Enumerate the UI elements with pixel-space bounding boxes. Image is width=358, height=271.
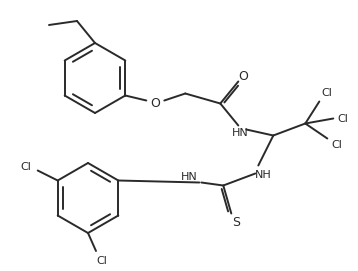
Text: HN: HN [181, 172, 198, 182]
Text: Cl: Cl [322, 89, 333, 98]
Text: S: S [232, 216, 240, 229]
Text: Cl: Cl [20, 162, 31, 172]
Text: NH: NH [255, 170, 272, 180]
Text: O: O [150, 97, 160, 110]
Text: Cl: Cl [332, 140, 343, 150]
Text: Cl: Cl [97, 256, 107, 266]
Text: O: O [238, 70, 248, 83]
Text: HN: HN [232, 128, 249, 138]
Text: Cl: Cl [338, 114, 349, 124]
